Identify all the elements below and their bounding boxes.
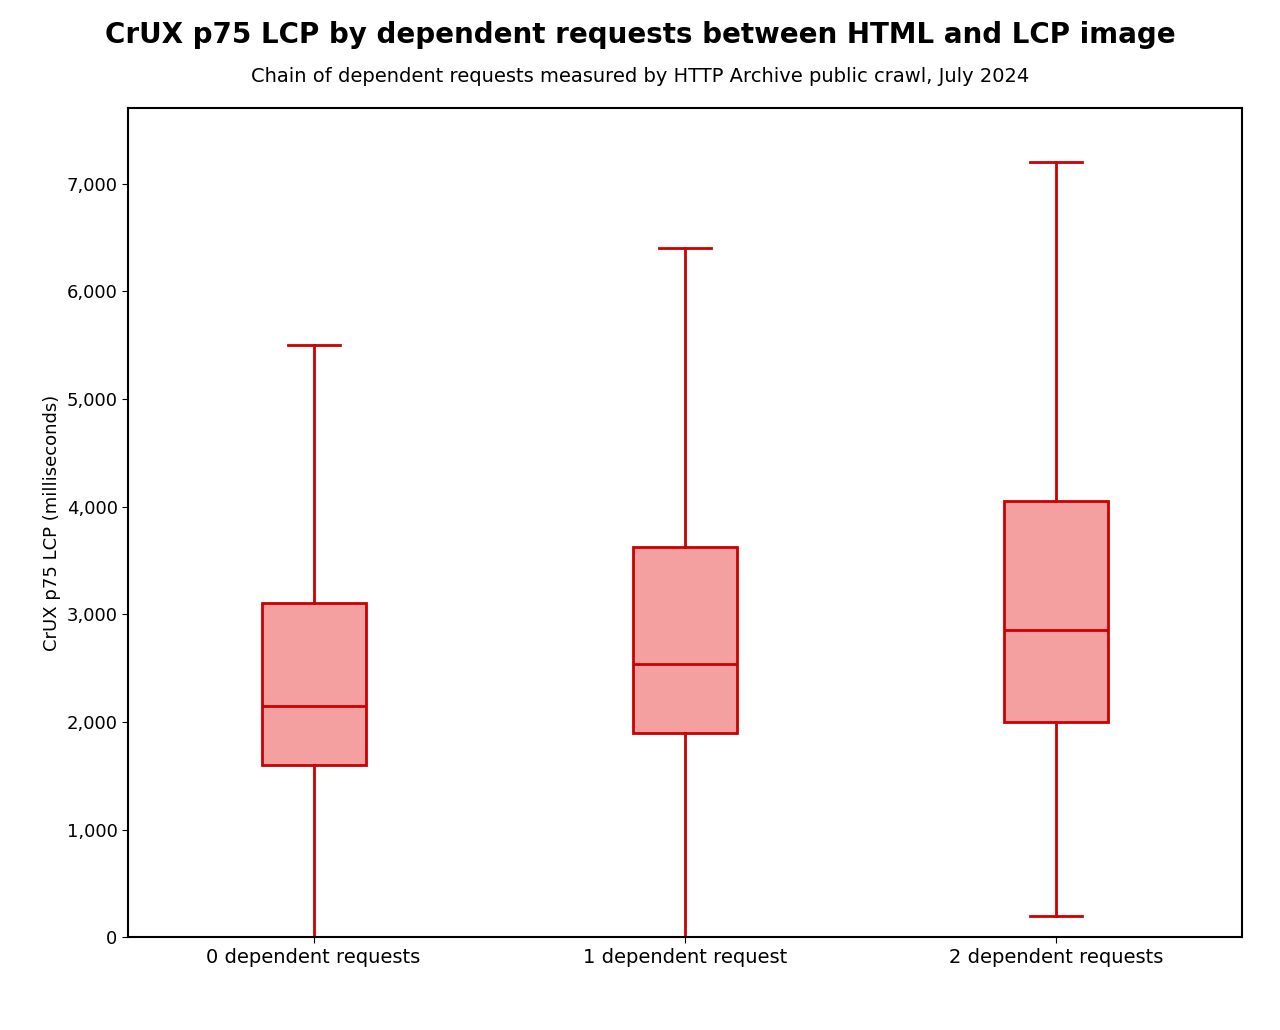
- Y-axis label: CrUX p75 LCP (milliseconds): CrUX p75 LCP (milliseconds): [44, 394, 61, 651]
- Text: Chain of dependent requests measured by HTTP Archive public crawl, July 2024: Chain of dependent requests measured by …: [251, 67, 1029, 85]
- Text: CrUX p75 LCP by dependent requests between HTML and LCP image: CrUX p75 LCP by dependent requests betwe…: [105, 21, 1175, 48]
- PathPatch shape: [632, 548, 737, 732]
- PathPatch shape: [261, 604, 366, 765]
- PathPatch shape: [1004, 502, 1108, 722]
